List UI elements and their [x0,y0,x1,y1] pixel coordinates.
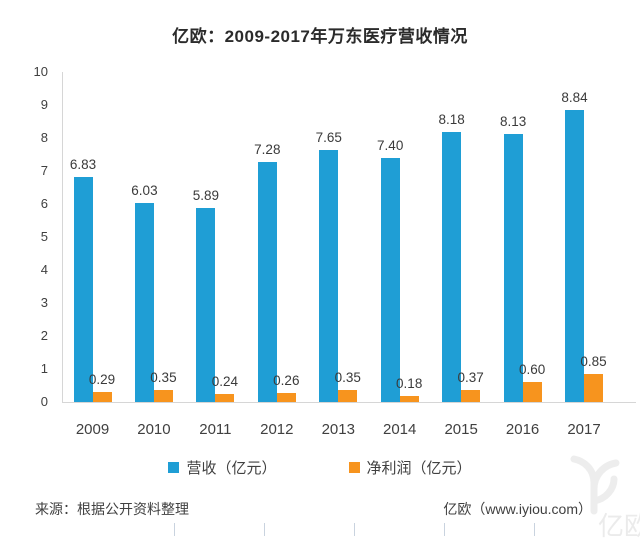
profit-value-label: 0.26 [273,373,300,389]
cropped-table-tick [444,523,445,536]
revenue-value-label: 8.84 [561,90,588,106]
revenue-value-label: 7.40 [377,137,404,153]
x-axis-tick-label: 2010 [137,421,171,438]
legend-item: 营收（亿元） [168,457,277,478]
x-axis-tick-label: 2015 [444,421,478,438]
source-note: 来源：根据公开资料整理 [35,501,189,517]
revenue-bar [134,203,154,402]
x-axis-tick-label: 2014 [383,421,417,438]
y-axis-tick-label: 1 [40,361,48,376]
cropped-table-tick [174,523,175,536]
plot-area: 6.83 0.29 2009 6.03 0.35 2010 5.89 0.24 2011 7.28… [62,72,636,438]
x-axis-tick-label: 2016 [505,421,540,438]
cropped-table-tick [534,523,535,536]
y-axis-tick-label: 4 [40,262,48,277]
x-axis-tick-label: 2013 [321,421,355,438]
svg-text:亿欧: 亿欧 [598,511,640,541]
revenue-value-label: 8.18 [438,112,465,128]
y-axis-tick-label: 9 [40,97,48,112]
profit-value-label: 0.35 [334,370,361,386]
y-axis-tick-label: 7 [40,163,48,178]
profit-bar [338,390,358,402]
revenue-bar [503,133,523,402]
revenue-bar [196,207,216,402]
profit-bar [215,394,235,402]
x-axis-tick-label: 2011 [199,421,232,438]
revenue-value-label: 7.65 [315,129,342,145]
revenue-value-label: 7.28 [254,141,281,157]
revenue-bar [565,110,585,402]
profit-bar [461,389,481,402]
y-axis-tick-label: 8 [40,130,48,145]
legend-swatch-icon [168,462,180,473]
profit-value-label: 0.35 [150,370,177,386]
x-axis-tick-label: 2017 [567,421,601,438]
y-axis-tick-label: 5 [40,229,48,244]
profit-bar [399,396,419,402]
profit-bar [522,382,542,402]
y-axis-tick-label: 6 [40,196,48,211]
profit-bar [276,393,296,402]
revenue-bar [257,161,277,402]
revenue-bar [442,132,462,402]
x-axis-tick-label: 2012 [260,421,294,438]
x-axis-tick-label: 2009 [75,421,110,438]
profit-value-label: 0.60 [518,362,546,378]
legend-label: 净利润（亿元） [366,460,472,477]
revenue-bar [380,157,400,402]
profit-bar [584,373,604,402]
revenue-value-label: 8.13 [499,113,527,129]
legend-swatch-icon [348,462,360,473]
profit-value-label: 0.85 [580,353,607,369]
revenue-value-label: 6.03 [131,183,158,199]
profit-value-label: 0.37 [457,369,484,385]
profit-bar [92,392,112,402]
y-axis-tick-label: 2 [40,328,48,343]
y-axis-tick-label: 10 [33,64,48,79]
cropped-table-tick [264,523,265,536]
cropped-table-tick [354,523,355,536]
profit-value-label: 0.18 [396,376,423,392]
profit-bar [153,390,173,402]
y-axis-tick-label: 0 [40,394,48,409]
legend-label: 营收（亿元） [186,460,277,477]
y-axis-tick-label: 3 [40,295,48,310]
revenue-value-label: 5.89 [192,187,220,203]
legend-item: 净利润（亿元） [348,457,472,478]
chart-legend: 营收（亿元） 净利润（亿元） [0,457,640,478]
profit-value-label: 0.24 [211,374,239,390]
profit-value-label: 0.29 [88,372,116,388]
chart-title: 亿欧：2009-2017年万东医疗营收情况 [172,27,468,46]
revenue-bar [73,176,93,402]
site-credit: 亿欧（www.iyiou.com） [443,501,592,517]
revenue-bar [319,149,339,402]
revenue-value-label: 6.83 [69,156,97,172]
